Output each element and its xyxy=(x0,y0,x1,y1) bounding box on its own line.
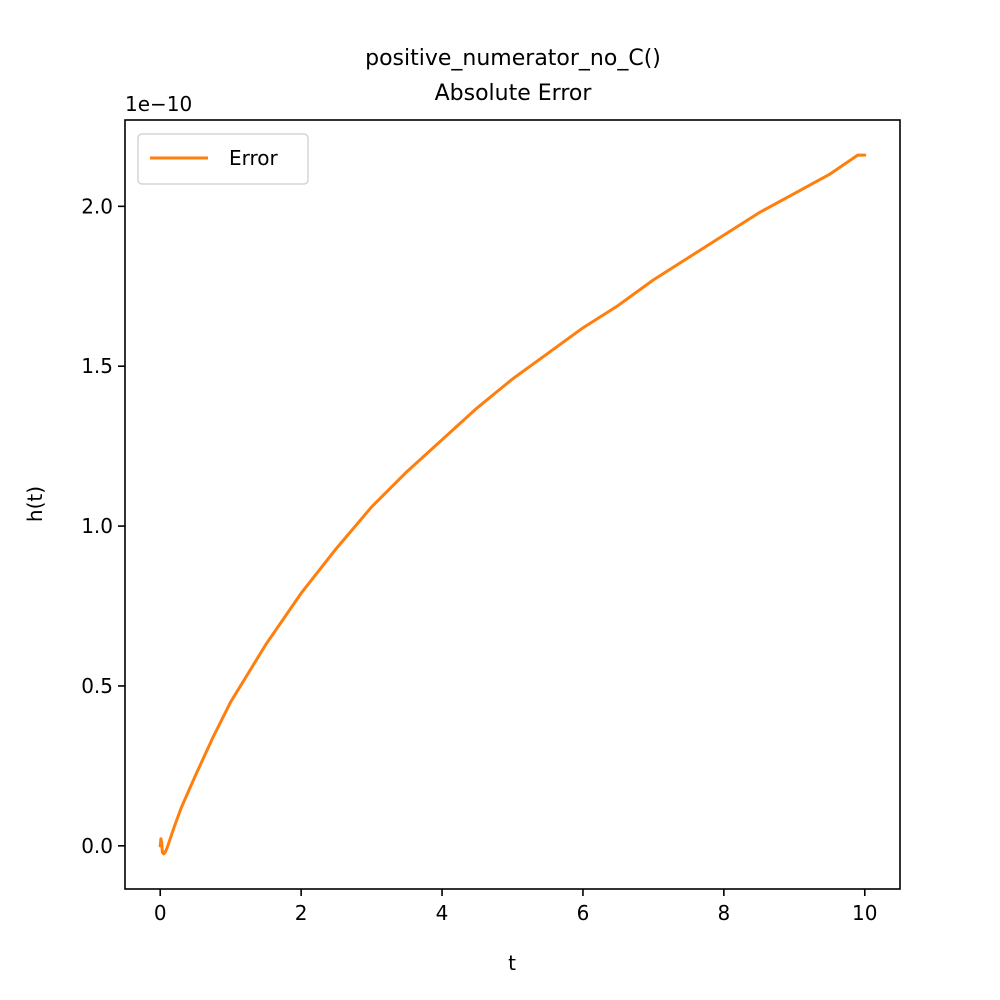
legend-label: Error xyxy=(229,146,279,170)
x-tick-label: 0 xyxy=(154,901,167,925)
x-tick-label: 10 xyxy=(852,901,877,925)
y-tick-label: 2.0 xyxy=(81,194,113,218)
x-axis-label: t xyxy=(508,951,516,975)
legend-box xyxy=(137,133,309,185)
y-axis-label: h(t) xyxy=(23,486,47,522)
y-tick-label: 1.5 xyxy=(81,354,113,378)
legend: Error xyxy=(137,133,309,185)
plot-area: 0 2 4 6 8 10 0.0 0.5 1.0 1.5 2.0 Error xyxy=(81,119,901,925)
y-axis-offset-text: 1e−10 xyxy=(125,92,192,116)
y-tick-label: 0.5 xyxy=(81,674,113,698)
chart-title-line-2: Absolute Error xyxy=(435,81,593,106)
chart-title-line-1: positive_numerator_no_C() xyxy=(365,46,661,71)
series-line-error xyxy=(158,153,867,856)
x-tick-label: 8 xyxy=(717,901,730,925)
y-tick-label: 1.0 xyxy=(81,514,113,538)
x-tick-label: 2 xyxy=(295,901,308,925)
axes-frame xyxy=(124,119,901,890)
x-tick-label: 6 xyxy=(577,901,590,925)
x-tick-label: 4 xyxy=(436,901,449,925)
y-tick-label: 0.0 xyxy=(81,834,113,858)
